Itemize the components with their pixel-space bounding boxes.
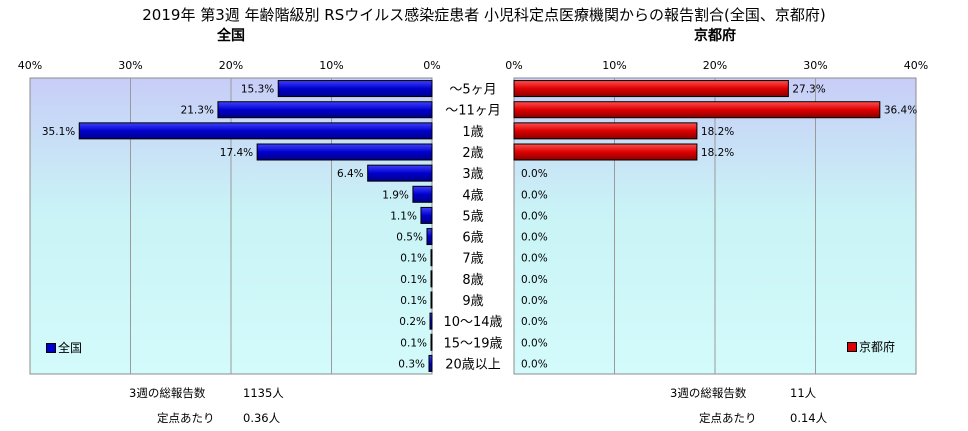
national-bar [420, 206, 433, 224]
national-tick-label: 40% [18, 59, 42, 72]
national-data-label: 0.1% [400, 337, 427, 349]
category-label: 20歳以上 [445, 357, 501, 372]
kyoto-per-value: 0.14人 [790, 411, 828, 425]
category-label: 5歳 [462, 209, 483, 224]
national-data-label: 0.3% [398, 358, 425, 370]
category-label: 9歳 [462, 294, 483, 309]
kyoto-bar [513, 101, 881, 119]
kyoto-data-label: 36.4% [884, 105, 917, 117]
category-label: 4歳 [462, 188, 483, 203]
national-bar [426, 228, 433, 246]
national-data-label: 6.4% [337, 168, 364, 180]
kyoto-tick-label: 0% [505, 59, 522, 72]
kyoto-panel-title: 京都府 [694, 28, 736, 44]
national-data-label: 35.1% [42, 126, 75, 138]
national-data-label: 0.2% [399, 316, 426, 328]
category-label: ～5ヶ月 [449, 83, 496, 98]
national-bar [430, 333, 433, 351]
kyoto-tick-label: 10% [602, 59, 626, 72]
kyoto-bar [513, 143, 698, 161]
kyoto-data-label: 0.0% [521, 274, 548, 286]
national-total-label: 3週の総報告数 [129, 386, 206, 400]
national-bar [277, 80, 433, 98]
category-label: 1歳 [462, 125, 483, 140]
kyoto-legend: 京都府 [847, 338, 895, 355]
kyoto-legend-label: 京都府 [859, 340, 896, 354]
kyoto-tick-label: 30% [803, 59, 827, 72]
category-label: ～11ヶ月 [445, 104, 501, 119]
kyoto-data-label: 0.0% [521, 168, 548, 180]
national-data-label: 1.1% [390, 210, 417, 222]
kyoto-tick-label: 40% [904, 59, 928, 72]
kyoto-data-label: 27.3% [792, 84, 825, 96]
category-label: 8歳 [462, 273, 483, 288]
national-tick-label: 0% [423, 59, 440, 72]
category-label: 2歳 [462, 146, 483, 161]
national-data-label: 0.5% [396, 232, 423, 244]
kyoto-data-label: 0.0% [521, 232, 548, 244]
category-label: 6歳 [462, 231, 483, 246]
kyoto-total-label: 3週の総報告数 [670, 386, 747, 400]
kyoto-data-label: 18.2% [701, 147, 734, 159]
national-bar [429, 312, 433, 330]
national-data-label: 0.1% [400, 274, 427, 286]
kyoto-data-label: 0.0% [521, 253, 548, 265]
category-label: 3歳 [462, 167, 483, 182]
national-per-label: 定点あたり [157, 411, 215, 425]
kyoto-legend-swatch [847, 341, 857, 352]
chart-title: 2019年 第3週 年齢階級別 RSウイルス感染症患者 小児科定点医療機関からの… [142, 6, 826, 24]
kyoto-per-label: 定点あたり [699, 411, 757, 425]
national-tick-label: 30% [118, 59, 142, 72]
national-tick-label: 20% [219, 59, 243, 72]
national-legend-label: 全国 [58, 341, 83, 355]
kyoto-data-label: 0.0% [521, 337, 548, 349]
category-label: 10～14歳 [443, 315, 502, 330]
national-legend: 全国 [46, 339, 82, 356]
kyoto-data-label: 18.2% [701, 126, 734, 138]
kyoto-data-label: 0.0% [521, 210, 548, 222]
national-panel-title: 全国 [217, 28, 245, 44]
national-bar [430, 270, 433, 288]
national-data-label: 17.4% [220, 147, 253, 159]
national-bar [217, 101, 433, 119]
kyoto-tick-label: 20% [703, 59, 727, 72]
kyoto-bar [513, 122, 698, 140]
national-data-label: 0.1% [400, 295, 427, 307]
kyoto-bar [513, 80, 789, 98]
national-bar [412, 185, 433, 203]
national-bar [367, 164, 433, 182]
category-label: 7歳 [462, 252, 483, 267]
national-total-value: 1135人 [243, 386, 284, 400]
kyoto-data-label: 0.0% [521, 295, 548, 307]
kyoto-data-label: 0.0% [521, 316, 548, 328]
category-label: 15～19歳 [443, 336, 502, 351]
national-data-label: 0.1% [400, 253, 427, 265]
national-legend-swatch [46, 342, 56, 353]
national-tick-label: 10% [319, 59, 343, 72]
national-bar [428, 354, 433, 372]
national-data-label: 21.3% [181, 105, 214, 117]
national-data-label: 1.9% [382, 189, 409, 201]
kyoto-total-value: 11人 [790, 386, 817, 400]
national-data-label: 15.3% [241, 84, 274, 96]
national-bar [430, 291, 433, 309]
kyoto-data-label: 0.0% [521, 358, 548, 370]
national-bar [430, 249, 433, 267]
national-bar [78, 122, 433, 140]
national-per-value: 0.36人 [243, 411, 281, 425]
national-bar [256, 143, 433, 161]
kyoto-data-label: 0.0% [521, 189, 548, 201]
